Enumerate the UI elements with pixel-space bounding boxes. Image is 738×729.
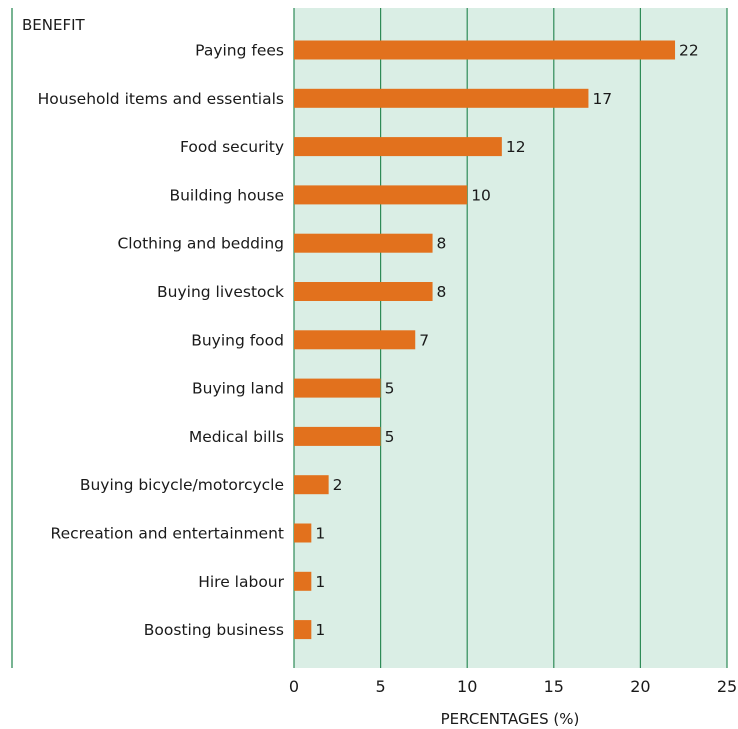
category-label-2: Food security	[180, 138, 284, 156]
category-label-12: Boosting business	[144, 621, 284, 639]
category-label-3: Building house	[169, 186, 284, 204]
category-label-9: Buying bicycle/motorcycle	[80, 476, 284, 494]
category-axis-title: BENEFIT	[22, 16, 86, 34]
value-label-4: 8	[437, 235, 447, 253]
x-tick-label-5: 25	[717, 677, 737, 696]
x-tick-label-2: 10	[457, 677, 477, 696]
bar-7	[294, 378, 381, 398]
x-tick-labels: 0 5 10 15 20 25	[289, 677, 737, 696]
value-label-12: 1	[315, 621, 325, 639]
category-label-5: Buying livestock	[157, 283, 284, 301]
bar-11	[294, 571, 312, 591]
bar-3	[294, 185, 468, 205]
value-label-7: 5	[385, 380, 395, 398]
value-label-3: 10	[471, 186, 491, 204]
value-label-2: 12	[506, 138, 526, 156]
bar-2	[294, 137, 502, 157]
x-tick-label-1: 5	[376, 677, 386, 696]
category-label-10: Recreation and entertainment	[51, 525, 285, 543]
bar-0	[294, 40, 676, 60]
category-label-11: Hire labour	[198, 573, 284, 591]
category-label-8: Medical bills	[189, 428, 284, 446]
value-label-1: 17	[592, 90, 612, 108]
bar-4	[294, 233, 433, 253]
x-tick-label-3: 15	[544, 677, 564, 696]
bar-5	[294, 282, 433, 301]
x-tick-label-4: 20	[630, 677, 650, 696]
category-label-0: Paying fees	[195, 42, 284, 60]
value-label-10: 1	[315, 525, 325, 543]
bar-9	[294, 475, 329, 495]
value-label-11: 1	[315, 573, 325, 591]
bar-6	[294, 330, 416, 350]
category-label-6: Buying food	[191, 331, 284, 349]
value-label-5: 8	[437, 283, 447, 301]
bar-8	[294, 426, 381, 446]
bars	[294, 40, 676, 640]
x-tick-label-0: 0	[289, 677, 299, 696]
value-label-6: 7	[419, 331, 429, 349]
bar-1	[294, 88, 589, 108]
bar-10	[294, 523, 312, 543]
x-axis-title: PERCENTAGES (%)	[441, 710, 580, 728]
value-label-9: 2	[333, 476, 343, 494]
value-labels: 22 17 12 10 8 8 7 5 5 2 1 1 1	[315, 42, 698, 640]
category-label-4: Clothing and bedding	[117, 235, 284, 253]
value-label-0: 22	[679, 42, 699, 60]
value-label-8: 5	[385, 428, 395, 446]
category-labels: Paying fees Household items and essential…	[38, 42, 285, 640]
category-label-1: Household items and essentials	[38, 90, 284, 108]
bar-12	[294, 620, 312, 640]
category-label-7: Buying land	[192, 380, 284, 398]
